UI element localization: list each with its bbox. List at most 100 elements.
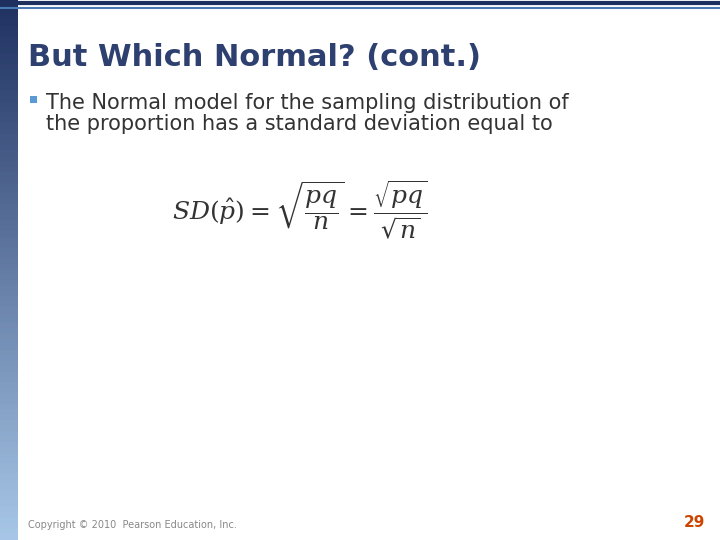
Bar <box>0 199 18 205</box>
Bar <box>0 161 18 167</box>
Bar <box>0 517 18 524</box>
Bar <box>30 96 37 103</box>
Bar <box>0 139 18 146</box>
Bar <box>0 26 18 32</box>
Bar <box>0 323 18 329</box>
Bar <box>0 96 18 103</box>
Bar <box>0 220 18 227</box>
Bar <box>0 75 18 81</box>
Text: $SD(\hat{p})=\sqrt{\dfrac{pq}{n}}=\dfrac{\sqrt{pq}}{\sqrt{n}}$: $SD(\hat{p})=\sqrt{\dfrac{pq}{n}}=\dfrac… <box>172 179 428 241</box>
Text: The Normal model for the sampling distribution of: The Normal model for the sampling distri… <box>46 93 569 113</box>
Bar <box>0 177 18 184</box>
Bar <box>0 328 18 335</box>
Bar <box>0 301 18 308</box>
Bar <box>0 339 18 346</box>
Bar <box>0 490 18 497</box>
Bar <box>0 247 18 254</box>
Bar <box>0 318 18 324</box>
Bar <box>0 431 18 437</box>
Bar <box>0 129 18 135</box>
Bar <box>0 118 18 124</box>
Text: Copyright © 2010  Pearson Education, Inc.: Copyright © 2010 Pearson Education, Inc. <box>28 520 237 530</box>
Bar <box>0 458 18 464</box>
Bar <box>0 409 18 416</box>
Bar <box>0 426 18 432</box>
Bar <box>0 107 18 113</box>
Bar <box>0 474 18 481</box>
Bar <box>0 307 18 313</box>
Bar <box>0 134 18 140</box>
Bar <box>0 523 18 529</box>
Bar <box>0 10 18 16</box>
Bar <box>0 42 18 49</box>
Bar <box>0 507 18 513</box>
Bar <box>0 528 18 535</box>
Bar <box>0 377 18 383</box>
Bar <box>0 447 18 454</box>
Bar <box>0 64 18 70</box>
Bar <box>0 334 18 340</box>
Bar <box>0 253 18 259</box>
Bar <box>0 215 18 221</box>
Text: 29: 29 <box>683 515 705 530</box>
Text: the proportion has a standard deviation equal to: the proportion has a standard deviation … <box>46 114 553 134</box>
Bar <box>0 501 18 508</box>
Bar <box>0 91 18 97</box>
Bar <box>0 150 18 157</box>
Bar <box>0 366 18 373</box>
Bar <box>0 388 18 394</box>
Bar <box>0 420 18 427</box>
Bar <box>0 382 18 389</box>
Bar <box>0 69 18 76</box>
Bar <box>0 204 18 211</box>
Bar <box>0 485 18 491</box>
Bar <box>0 21 18 27</box>
Bar <box>0 237 18 243</box>
Bar <box>0 58 18 65</box>
Bar <box>0 193 18 200</box>
Bar <box>0 102 18 108</box>
Bar <box>0 210 18 216</box>
Text: But Which Normal? (cont.): But Which Normal? (cont.) <box>28 43 481 72</box>
Bar <box>0 112 18 119</box>
Bar <box>0 37 18 43</box>
Bar <box>0 123 18 130</box>
Bar <box>0 269 18 275</box>
Bar <box>0 534 18 540</box>
Bar <box>0 280 18 286</box>
Bar <box>0 188 18 194</box>
Bar <box>0 285 18 292</box>
Bar <box>0 415 18 421</box>
Bar <box>0 0 18 5</box>
Bar <box>0 442 18 448</box>
Bar <box>0 291 18 297</box>
Bar <box>0 166 18 173</box>
Bar <box>0 393 18 400</box>
Bar <box>0 183 18 189</box>
Bar <box>0 31 18 38</box>
Bar <box>0 404 18 410</box>
Bar <box>0 350 18 356</box>
Bar <box>0 15 18 22</box>
Bar <box>0 85 18 92</box>
Bar <box>0 355 18 362</box>
Bar <box>0 312 18 319</box>
Bar <box>0 226 18 232</box>
Bar <box>0 80 18 86</box>
Bar <box>0 436 18 443</box>
Bar <box>0 372 18 378</box>
Bar <box>0 48 18 54</box>
Bar <box>0 496 18 502</box>
Bar <box>0 145 18 151</box>
Bar <box>0 53 18 59</box>
Bar <box>0 264 18 270</box>
Bar <box>0 4 18 11</box>
Bar <box>0 463 18 470</box>
Bar <box>0 296 18 302</box>
Bar <box>0 231 18 238</box>
Bar <box>0 258 18 265</box>
Bar <box>0 512 18 518</box>
Bar <box>0 361 18 367</box>
Bar <box>0 156 18 162</box>
Bar <box>0 399 18 405</box>
